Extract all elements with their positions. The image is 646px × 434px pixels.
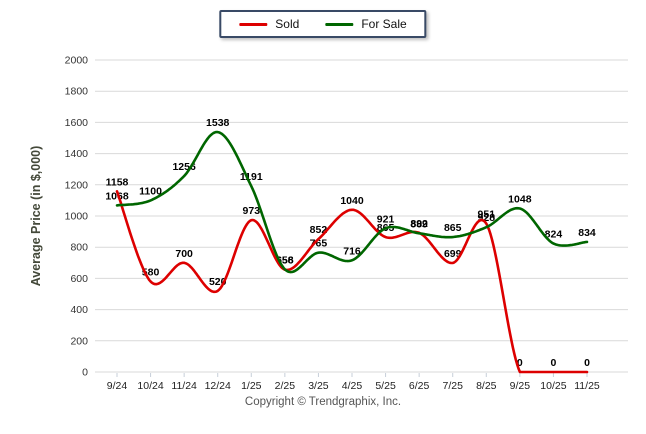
data-label-sold: 892 <box>410 218 428 230</box>
data-label-sold: 0 <box>517 357 523 369</box>
y-tick-label: 1600 <box>65 117 89 129</box>
data-label-sold: 951 <box>478 209 496 221</box>
data-label-for-sale: 865 <box>444 222 462 234</box>
y-tick-label: 600 <box>70 273 88 285</box>
x-tick-label: 8/25 <box>476 380 497 392</box>
data-label-sold: 700 <box>175 248 193 260</box>
data-label-for-sale: 1048 <box>508 194 532 206</box>
data-label-for-sale: 834 <box>578 227 596 239</box>
data-label-for-sale: 1100 <box>139 185 162 197</box>
sold-line <box>115 190 589 374</box>
y-tick-label: 200 <box>70 335 88 347</box>
data-label-sold: 0 <box>584 357 590 369</box>
data-label-for-sale: 716 <box>343 245 361 257</box>
data-label-sold: 699 <box>444 248 462 260</box>
y-tick-label: 1000 <box>65 211 89 223</box>
data-label-sold: 1158 <box>106 176 129 188</box>
copyright-text: Copyright © Trendgraphix, Inc. <box>244 396 402 408</box>
data-label-for-sale: 765 <box>310 238 328 250</box>
legend-label-sold: Sold <box>275 17 300 31</box>
x-tick-label: 3/25 <box>308 380 329 392</box>
data-label-sold: 1040 <box>340 195 364 207</box>
data-label-for-sale: 824 <box>545 228 563 240</box>
x-tick-label: 10/24 <box>137 380 163 392</box>
y-tick-label: 2000 <box>65 55 89 67</box>
x-tick-label: 9/24 <box>107 380 128 392</box>
x-tick-label: 11/24 <box>171 380 197 392</box>
x-tick-label: 6/25 <box>409 380 430 392</box>
legend-item-sold: Sold <box>239 17 299 31</box>
y-tick-label: 1400 <box>65 148 89 160</box>
data-label-for-sale: 889 <box>410 218 428 230</box>
x-tick-label: 12/24 <box>205 380 231 392</box>
y-tick-label: 400 <box>70 304 88 316</box>
for-sale-line <box>115 130 589 274</box>
x-tick-label: 5/25 <box>375 380 396 392</box>
legend-item-for-sale: For Sale <box>325 17 407 31</box>
y-tick-label: 1200 <box>65 179 89 191</box>
x-tick-label: 11/25 <box>574 380 600 392</box>
for-sale-line-icon <box>325 22 354 26</box>
x-tick-label: 4/25 <box>342 380 363 392</box>
x-tick-label: 7/25 <box>442 380 463 392</box>
y-tick-label: 0 <box>82 367 88 379</box>
data-label-sold: 973 <box>243 205 261 217</box>
sold-line-icon <box>239 22 268 26</box>
data-label-for-sale: 1068 <box>105 190 129 202</box>
x-tick-label: 9/25 <box>510 380 531 392</box>
legend: Sold For Sale <box>219 10 427 38</box>
y-tick-label: 800 <box>70 242 88 254</box>
data-label-for-sale: 921 <box>377 213 395 225</box>
x-tick-label: 10/25 <box>540 380 566 392</box>
legend-label-for-sale: For Sale <box>361 17 407 31</box>
y-tick-label: 1800 <box>65 86 89 98</box>
data-label-for-sale: 1191 <box>240 171 263 183</box>
data-label-for-sale: 1538 <box>206 117 230 129</box>
y-axis-title: Average Price (in $,000) <box>29 145 43 287</box>
x-tick-label: 2/25 <box>275 380 296 392</box>
data-label-sold: 0 <box>551 357 557 369</box>
x-tick-label: 1/25 <box>241 380 262 392</box>
